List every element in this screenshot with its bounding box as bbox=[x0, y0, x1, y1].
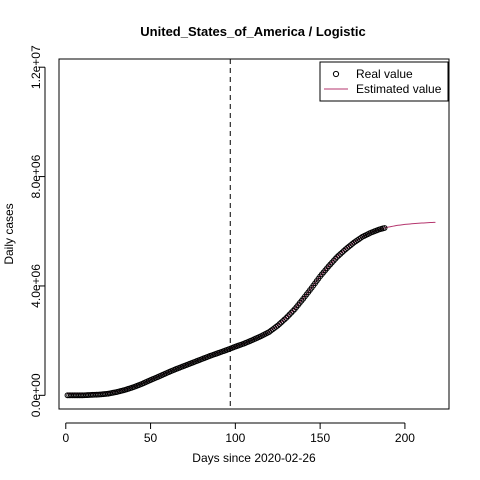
data-point bbox=[276, 321, 283, 327]
legend-label-estimated-value: Estimated value bbox=[356, 82, 442, 96]
x-axis: 0 50 100 150 200 bbox=[62, 422, 415, 445]
x-tick-label: 50 bbox=[144, 431, 158, 445]
series-layer bbox=[64, 221, 436, 399]
x-tick-label: 150 bbox=[310, 431, 330, 445]
x-tick-label: 200 bbox=[395, 431, 415, 445]
y-tick-label: 4.0e+06 bbox=[29, 264, 43, 308]
legend-label-real-value: Real value bbox=[356, 67, 413, 81]
data-point bbox=[381, 225, 388, 231]
y-tick-label: 8.0e+06 bbox=[29, 154, 43, 198]
x-tick-label: 0 bbox=[62, 431, 69, 445]
data-point bbox=[286, 311, 293, 318]
data-point bbox=[288, 309, 295, 316]
legend-box bbox=[319, 61, 449, 102]
data-point bbox=[339, 249, 346, 256]
data-point bbox=[283, 315, 290, 321]
data-point bbox=[346, 243, 352, 250]
data-point bbox=[344, 245, 351, 251]
legend-marker-real-value bbox=[332, 70, 340, 78]
series-points-real-value bbox=[64, 225, 388, 399]
data-point bbox=[342, 246, 349, 253]
data-point bbox=[290, 308, 296, 314]
data-point bbox=[334, 254, 340, 260]
y-axis: 0.0e+00 4.0e+06 8.0e+06 1.2e+07 bbox=[29, 45, 46, 417]
legend: Real value Estimated value bbox=[319, 61, 449, 102]
chart-title: United_States_of_America / Logistic bbox=[140, 24, 365, 39]
data-point bbox=[281, 316, 288, 323]
data-point bbox=[335, 252, 342, 259]
series-line-estimated-value bbox=[67, 221, 436, 395]
plot-frame bbox=[58, 58, 450, 410]
data-point bbox=[285, 313, 291, 320]
y-axis-label: Daily cases bbox=[2, 203, 16, 264]
data-point bbox=[274, 322, 281, 329]
data-point bbox=[347, 242, 354, 249]
data-point bbox=[340, 247, 347, 254]
y-tick-label: 0.0e+00 bbox=[29, 373, 43, 417]
y-tick-label: 1.2e+07 bbox=[29, 45, 43, 89]
x-axis-label: Days since 2020-02-26 bbox=[192, 451, 316, 465]
data-point bbox=[279, 318, 286, 324]
x-tick-label: 100 bbox=[225, 431, 245, 445]
data-point bbox=[337, 251, 344, 257]
data-point bbox=[278, 319, 285, 326]
